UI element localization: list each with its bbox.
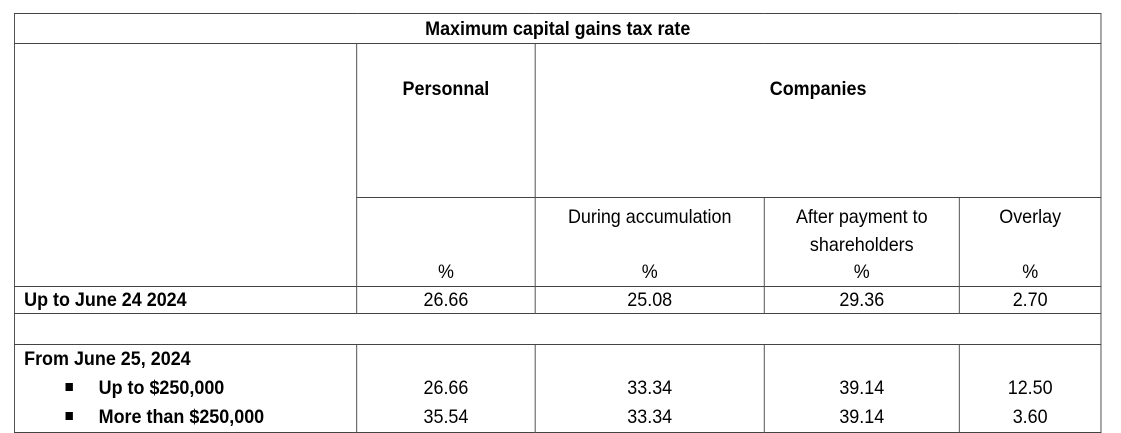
cell-after: 39.14 [839,377,885,399]
tax-rate-table-wrapper: Maximum capital gains tax rate Personnal… [13,13,1121,433]
percent-unit: % [437,261,454,283]
header-companies: Companies [534,43,1102,198]
table-title: Maximum capital gains tax rate [13,13,1102,44]
cell-overlay-group: 12.50 3.60 [958,344,1102,433]
row-label: From June 25, 2024 [24,348,191,370]
cell-during: 33.34 [627,377,673,399]
header-personal: Personnal [356,43,536,198]
cell-personal: 26.66 [423,377,469,399]
cell-after-group: 39.14 39.14 [763,344,960,433]
tax-rate-table: Maximum capital gains tax rate Personnal… [13,13,1102,433]
after-payment-label-line2: shareholders [809,234,914,256]
cell-overlay: 12.50 [1007,377,1053,399]
cell-during-group: 33.34 33.34 [534,344,765,433]
table-row: Up to June 24 2024 26.66 25.08 29.36 2.7… [14,286,1102,314]
overlay-label: Overlay [999,206,1062,228]
table-row: From June 25, 2024 Up to $250,000 More t… [14,344,1102,433]
spacer-row [13,313,1102,345]
percent-unit: % [1022,261,1039,283]
cell-personal: 35.54 [423,406,469,428]
bullet-icon [65,383,73,392]
row-label: Up to June 24 2024 [14,286,358,314]
cell-after: 29.36 [763,286,960,314]
subheader-overlay: Overlay % [958,197,1102,287]
spacer-cell [13,313,1102,345]
percent-unit: % [853,261,870,283]
cell-personal-group: 26.66 35.54 [356,344,536,433]
subheader-personal: % [356,197,536,287]
cell-overlay: 3.60 [1012,406,1048,428]
row-label-group: From June 25, 2024 Up to $250,000 More t… [14,344,358,433]
cell-during: 25.08 [534,286,765,314]
after-payment-label: After payment to shareholders [765,198,959,259]
after-payment-label-line1: After payment to [795,206,928,228]
cell-overlay: 2.70 [958,286,1102,314]
subheader-during-accumulation: During accumulation % [534,197,765,287]
cell-after: 39.14 [839,406,885,428]
subheader-after-payment: After payment to shareholders % [763,197,960,287]
during-accumulation-label: During accumulation [567,206,732,228]
percent-unit: % [641,261,658,283]
cell-during: 33.34 [627,406,673,428]
sub-row-label-1: Up to $250,000 [24,374,356,403]
sub-row-label-2: More than $250,000 [24,403,356,432]
cell-personal: 26.66 [356,286,536,314]
empty-header-cell [14,43,358,287]
